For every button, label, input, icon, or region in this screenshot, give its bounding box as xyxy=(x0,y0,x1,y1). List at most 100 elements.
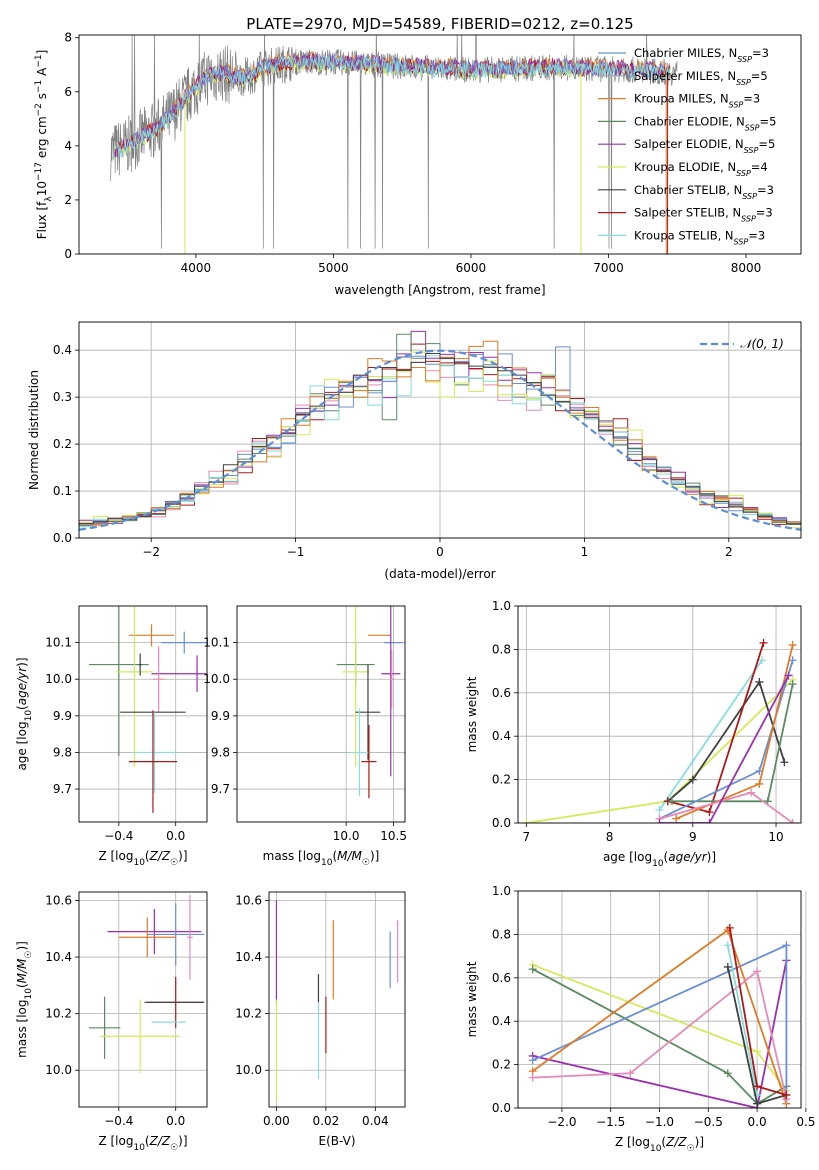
weight-marker xyxy=(755,677,764,686)
x-tick-label: −0.5 xyxy=(694,1115,723,1129)
weight-marker xyxy=(780,758,789,767)
y-tick-label: 1.0 xyxy=(492,884,511,898)
mass-vs-ebv-panel: 0.00 0.02 0.04 10.0 10.2 10.4 10.6 E(B-V) xyxy=(235,891,406,1148)
weight-marker xyxy=(755,779,764,788)
weight-marker xyxy=(784,671,793,680)
x-tick-label: 7000 xyxy=(593,261,624,275)
y-axis-label: age [log10(age/yr)] xyxy=(15,657,34,770)
y-tick-label: 4 xyxy=(64,139,72,153)
y-tick-label: 9.9 xyxy=(53,709,72,723)
error-bar xyxy=(187,894,193,980)
y-tick-label: 0.0 xyxy=(492,816,511,830)
axes-frame xyxy=(268,891,406,1108)
y-tick-label: 0.2 xyxy=(492,1058,511,1072)
y-tick-label: 10.1 xyxy=(45,636,72,650)
y-tick-label: 0.4 xyxy=(492,729,511,743)
y-tick-label: 9.8 xyxy=(211,745,230,759)
weight-marker xyxy=(753,1047,762,1056)
x-tick-label: 6000 xyxy=(456,261,487,275)
y-tick-label: 10.4 xyxy=(235,950,262,964)
y-tick-label: 10.2 xyxy=(235,1007,262,1021)
weight-marker xyxy=(788,641,797,650)
weight-marker xyxy=(753,1082,762,1091)
x-tick-label: 4000 xyxy=(181,261,212,275)
weight-marker xyxy=(723,941,732,950)
model-spectrum xyxy=(112,54,671,160)
x-axis-label: E(B-V) xyxy=(318,1134,355,1148)
x-tick-label: 0.0 xyxy=(748,1115,767,1129)
x-tick-label: 0.0 xyxy=(166,829,185,843)
y-tick-label: 10.4 xyxy=(45,950,72,964)
weight-marker xyxy=(747,788,756,797)
x-tick-label: −1.0 xyxy=(645,1115,674,1129)
weight-marker xyxy=(757,656,766,665)
weight-marker xyxy=(655,819,664,823)
weight-vs-age-panel: 7 8 9 10 0.0 0.2 0.4 0.6 0.8 1.0 age [log10(age/yr… xyxy=(465,599,802,869)
error-bar xyxy=(88,996,121,1059)
age-vs-Z-panel: −0.4 0.0 9.7 9.8 9.9 10.0 10.1 Z [log10(Z/Z☉)] a… xyxy=(15,605,208,868)
y-tick-label: 10.1 xyxy=(203,636,230,650)
axes-frame xyxy=(78,321,802,539)
weight-marker xyxy=(782,941,791,950)
error-bar xyxy=(161,631,207,654)
error-bar xyxy=(128,624,175,647)
weight-marker xyxy=(788,656,797,665)
mass-vs-Z-panel: −0.4 0.0 10.0 10.2 10.4 10.6 Z [log10(Z/Z☉)] ma… xyxy=(15,891,208,1153)
figure-title: PLATE=2970, MJD=54589, FIBERID=0212, z=0… xyxy=(246,15,633,33)
weight-marker xyxy=(753,967,762,976)
x-tick-label: 9 xyxy=(689,830,697,844)
x-tick-label: 8000 xyxy=(731,261,762,275)
weight-marker xyxy=(667,797,676,806)
plot-area xyxy=(88,606,207,813)
error-bar xyxy=(128,710,178,813)
x-tick-label: 0.04 xyxy=(362,1114,389,1128)
error-bar xyxy=(138,653,142,676)
y-tick-label: 0.6 xyxy=(492,686,511,700)
spectrum-panel: 4000 5000 6000 7000 8000 0 2 4 6 8 wavelength [Ang… xyxy=(34,31,802,297)
weight-marker xyxy=(528,1073,537,1082)
y-axis-label: mass weight xyxy=(465,961,479,1037)
weight-marker xyxy=(705,808,714,817)
legend-entry: Chabrier MILES, NSSP=3 xyxy=(634,46,769,64)
x-tick-label: −1 xyxy=(287,545,305,559)
legend-entry: Chabrier STELIB, NSSP=3 xyxy=(634,183,774,201)
axes-frame xyxy=(517,890,802,1109)
y-tick-label: 0.6 xyxy=(492,971,511,985)
x-tick-label: 0 xyxy=(436,545,444,559)
x-tick-label: 7 xyxy=(523,830,531,844)
y-tick-label: 1.0 xyxy=(492,599,511,613)
y-tick-label: 9.7 xyxy=(53,782,72,796)
y-tick-label: 10.6 xyxy=(45,893,72,907)
weight-marker xyxy=(528,965,537,974)
legend-entry: Kroupa MILES, NSSP=3 xyxy=(634,92,760,110)
y-tick-label: 0.8 xyxy=(492,927,511,941)
y-tick-label: 0.1 xyxy=(53,484,72,498)
weight-line xyxy=(667,679,786,802)
weight-marker xyxy=(753,1099,762,1108)
axes-frame xyxy=(78,891,208,1108)
histogram-series xyxy=(79,353,801,538)
weight-marker xyxy=(723,962,732,971)
error-bar xyxy=(152,646,165,713)
axes-frame xyxy=(78,605,208,823)
plot-area xyxy=(79,330,801,538)
weight-marker xyxy=(688,775,697,784)
x-tick-label: −2 xyxy=(142,545,160,559)
weight-line xyxy=(659,660,794,820)
error-bar xyxy=(361,724,377,799)
legend-entry: Kroupa ELODIE, NSSP=4 xyxy=(634,160,768,178)
plot-area xyxy=(88,894,205,1074)
error-bar xyxy=(100,999,180,1074)
weight-line xyxy=(659,674,790,823)
y-axis-label: Normed distribution xyxy=(27,370,41,490)
y-tick-label: 10.2 xyxy=(45,1007,72,1021)
y-axis-label: mass weight xyxy=(465,676,479,752)
y-tick-label: 9.9 xyxy=(211,709,230,723)
weight-marker xyxy=(626,1069,635,1078)
plot-area xyxy=(275,900,399,1102)
weight-vs-Z-panel: −2.0 −1.5 −1.0 −0.5 0.0 0.5 0.0 0.2 0.4 0.6 0.8 1.0… xyxy=(465,884,815,1154)
residual-panel: −2 −1 0 1 2 0.0 0.1 0.2 0.3 0.4 𝒩(0, 1) (data-model… xyxy=(27,321,802,581)
y-axis-label: mass [log10(M/M☉)] xyxy=(15,941,34,1058)
x-tick-label: 0.00 xyxy=(263,1114,290,1128)
